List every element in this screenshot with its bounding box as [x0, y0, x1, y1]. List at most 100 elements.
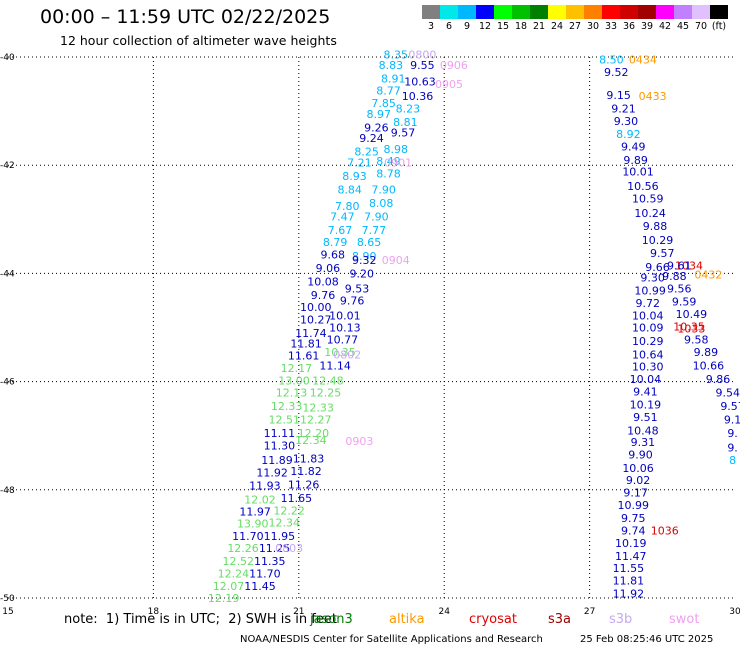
data-point-label: 10.64	[632, 349, 664, 362]
y-tick-label: -42	[0, 161, 15, 171]
color-swatch	[476, 5, 494, 19]
y-tick-label: -46	[0, 378, 15, 388]
data-point-label: 12.33	[271, 400, 303, 413]
color-swatch	[458, 5, 476, 19]
data-point-label: 11.35	[254, 555, 286, 568]
data-point-label: 12.33	[302, 402, 334, 415]
data-point-label: 10.63	[404, 75, 436, 88]
data-point-label: 11.81	[613, 575, 645, 588]
data-point-label: 9.21	[611, 102, 636, 115]
data-point-label: 7.21	[347, 156, 372, 169]
data-point-label: 11.93	[249, 479, 281, 492]
data-point-label: 12.34	[269, 516, 301, 529]
data-point-label: 9.51	[633, 411, 658, 424]
color-scale-label: (ft)	[711, 21, 727, 32]
data-point-label: 8.78	[376, 167, 401, 180]
legend-item-swot: swot	[669, 612, 700, 627]
data-point-label: 9.1	[724, 413, 740, 426]
data-point-label: 10.04	[632, 310, 664, 323]
data-point-label: 10.56	[627, 180, 659, 193]
data-point-label: 8.49	[376, 155, 401, 168]
data-point-label: 10.24	[634, 207, 666, 220]
data-point-label: 7.85	[371, 97, 396, 110]
data-point-label: 12.07	[213, 580, 245, 593]
data-point-label: 12.13	[276, 386, 308, 399]
data-point-label: 10.01	[622, 166, 654, 179]
color-swatch	[530, 5, 548, 19]
data-point-label: 10.27	[300, 313, 332, 326]
data-point-label: 9.24	[359, 132, 384, 145]
data-point-label: 11.95	[264, 530, 296, 543]
data-point-label: 0434	[629, 54, 657, 67]
data-point-label: 10.30	[632, 360, 664, 373]
legend-item-s3a: s3a	[548, 612, 572, 627]
color-swatch	[692, 5, 710, 19]
data-point-label: 12.02	[244, 494, 276, 507]
data-point-label: 9.90	[628, 449, 653, 462]
data-point-label: 9.61	[667, 259, 692, 272]
color-scale-label: 36	[622, 21, 636, 32]
data-point-label: 12.51	[269, 413, 301, 426]
data-point-label: 9.55	[410, 59, 435, 72]
color-swatch	[512, 5, 530, 19]
data-point-label: 7.67	[328, 224, 353, 237]
data-point-label: 11.45	[244, 580, 276, 593]
data-point-label: 9.30	[640, 272, 665, 285]
data-point-label: 12.26	[227, 542, 259, 555]
data-point-label: 9.30	[614, 115, 639, 128]
data-point-label: 12.34	[295, 434, 327, 447]
data-point-label: 9.49	[621, 140, 646, 153]
data-point-label: 9.89	[694, 346, 719, 359]
data-point-label: 11.25	[259, 542, 291, 555]
data-point-label: 10.13	[329, 322, 361, 335]
data-point-label: 8.91	[381, 73, 406, 86]
x-tick-label: 30	[729, 607, 740, 617]
x-tick-label: 15	[2, 607, 13, 617]
data-point-label: 0906	[440, 59, 468, 72]
data-point-label: 0800	[408, 48, 436, 61]
color-scale-label: 12	[478, 21, 492, 32]
data-point-label: 8.98	[383, 143, 408, 156]
data-point-label: 13.90	[237, 517, 269, 530]
data-point-label: 11.92	[256, 466, 288, 479]
data-point-label: 8.65	[357, 236, 382, 249]
data-point-label: 12.27	[300, 413, 332, 426]
data-point-label: 9.57	[650, 247, 675, 260]
data-point-label: 12.25	[310, 386, 342, 399]
data-point-label: 11.61	[288, 350, 320, 363]
data-point-label: 11.26	[288, 478, 320, 491]
y-tick-label: -50	[0, 594, 15, 604]
y-tick-label: -48	[0, 486, 15, 496]
data-point-label: 13.00	[278, 375, 310, 388]
data-point-label: 9.75	[621, 512, 646, 525]
data-point-label: 11.83	[293, 452, 325, 465]
color-swatch	[674, 5, 692, 19]
data-point-label: 10.49	[676, 308, 708, 321]
chart-title: 00:00 – 11:59 UTC 02/22/2025	[40, 6, 331, 28]
data-point-label: 12.19	[208, 592, 240, 605]
color-scale-label: 18	[514, 21, 528, 32]
color-swatch	[548, 5, 566, 19]
color-scale-label: 39	[640, 21, 654, 32]
data-point-label: 9.15	[606, 89, 631, 102]
data-point-label: 9.76	[311, 289, 336, 302]
x-tick-label: 21	[293, 607, 304, 617]
data-point-label: 9.31	[631, 436, 656, 449]
data-point-label: 12.17	[281, 362, 313, 375]
data-point-label: 0905	[435, 78, 463, 91]
data-point-label: 9.57	[720, 400, 740, 413]
data-point-label: 10.35	[324, 346, 356, 359]
data-point-label: 1033	[677, 323, 705, 336]
color-swatch	[494, 5, 512, 19]
color-scale-label: 24	[550, 21, 564, 32]
data-point-label: 9.52	[604, 66, 629, 79]
data-point-label: 8.92	[616, 128, 641, 141]
x-tick-label: 27	[584, 607, 595, 617]
data-point-label: 9.	[727, 442, 738, 455]
data-point-label: 11.70	[249, 568, 281, 581]
legend-item-altika: altika	[389, 612, 425, 627]
data-point-label: 8.25	[354, 146, 379, 159]
data-point-label: 8.84	[337, 184, 362, 197]
